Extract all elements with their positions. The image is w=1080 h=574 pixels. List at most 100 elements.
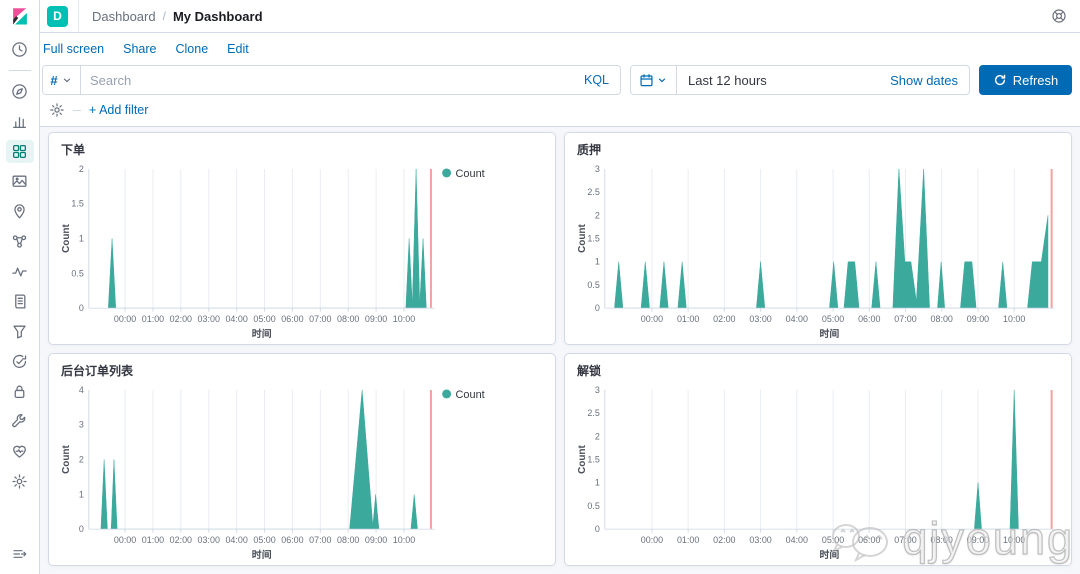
svg-text:0: 0 xyxy=(79,524,84,534)
svg-text:00:00: 00:00 xyxy=(114,535,136,545)
add-filter-button[interactable]: + Add filter xyxy=(89,103,149,117)
dashboard-grid: 下单 0 0.5 1 1.5 2 00:00 01:00 02:00 03:00 04:00 05:… xyxy=(40,125,1080,574)
apm-icon xyxy=(13,325,26,339)
sidebar-item-canvas[interactable] xyxy=(6,170,34,193)
machine-learning-icon xyxy=(12,235,27,248)
full-screen-link[interactable]: Full screen xyxy=(43,42,105,56)
panel-title: 解锁 xyxy=(577,364,602,378)
svg-text:06:00: 06:00 xyxy=(858,314,880,324)
svg-text:09:00: 09:00 xyxy=(967,314,989,324)
svg-text:02:00: 02:00 xyxy=(170,535,192,545)
refresh-icon xyxy=(994,74,1005,86)
top-header-bar: D Dashboard / My Dashboard xyxy=(40,0,1080,33)
svg-text:08:00: 08:00 xyxy=(337,314,359,324)
svg-text:06:00: 06:00 xyxy=(281,314,303,324)
svg-text:00:00: 00:00 xyxy=(114,314,136,324)
discover-icon xyxy=(12,84,27,99)
svg-text:2: 2 xyxy=(79,164,84,174)
edit-link[interactable]: Edit xyxy=(227,42,249,56)
sidebar-item-recently-viewed[interactable] xyxy=(6,38,34,61)
sidebar-item-metrics[interactable] xyxy=(6,260,34,283)
svg-text:时间: 时间 xyxy=(252,327,272,340)
sidebar-item-dashboard[interactable] xyxy=(5,140,34,163)
svg-text:1: 1 xyxy=(79,489,84,499)
sidebar-item-discover[interactable] xyxy=(6,80,34,103)
sidebar-item-siem[interactable] xyxy=(6,380,34,403)
svg-text:01:00: 01:00 xyxy=(677,314,699,324)
collapse-menu-icon[interactable] xyxy=(6,542,34,565)
panel-place-order: 下单 0 0.5 1 1.5 2 00:00 01:00 02:00 03:00 04:00 05:… xyxy=(48,132,556,345)
svg-text:0.5: 0.5 xyxy=(587,501,599,511)
svg-text:Count: Count xyxy=(577,224,588,253)
search-input[interactable] xyxy=(81,72,573,88)
svg-text:01:00: 01:00 xyxy=(677,535,699,545)
deployment-icon[interactable] xyxy=(1051,8,1067,24)
management-icon xyxy=(12,474,27,489)
svg-text:08:00: 08:00 xyxy=(931,535,953,545)
svg-text:07:00: 07:00 xyxy=(894,535,916,545)
svg-text:00:00: 00:00 xyxy=(641,535,663,545)
svg-text:09:00: 09:00 xyxy=(365,314,387,324)
calendar-icon[interactable] xyxy=(631,66,677,94)
sidebar-item-apm[interactable] xyxy=(6,320,34,343)
svg-text:1: 1 xyxy=(595,478,600,488)
sidebar-item-logs[interactable] xyxy=(6,290,34,313)
svg-text:0.5: 0.5 xyxy=(587,280,599,290)
svg-text:07:00: 07:00 xyxy=(309,314,331,324)
svg-text:1: 1 xyxy=(595,257,600,267)
svg-text:09:00: 09:00 xyxy=(365,535,387,545)
breadcrumb-separator: / xyxy=(162,9,166,23)
panel-backend-order-list: 后台订单列表 0 1 2 3 4 00:00 01:00 02:00 03:00 04:00 05:… xyxy=(48,353,556,566)
svg-text:1.5: 1.5 xyxy=(71,199,83,209)
svg-text:2: 2 xyxy=(79,455,84,465)
svg-text:时间: 时间 xyxy=(819,548,839,561)
svg-text:0: 0 xyxy=(595,524,600,534)
time-range-button[interactable]: Last 12 hours xyxy=(677,73,879,88)
time-picker: Last 12 hours Show dates xyxy=(630,65,970,95)
svg-text:02:00: 02:00 xyxy=(713,314,735,324)
sidebar-item-management[interactable] xyxy=(6,470,34,493)
show-dates-button[interactable]: Show dates xyxy=(879,73,969,88)
svg-text:Count: Count xyxy=(456,389,485,401)
sidebar-item-dev-tools[interactable] xyxy=(6,410,34,433)
svg-text:Count: Count xyxy=(577,445,588,474)
svg-text:0: 0 xyxy=(595,303,600,313)
sidebar-divider xyxy=(8,70,31,71)
filter-options-gear-icon[interactable] xyxy=(49,102,65,118)
sidebar-item-uptime[interactable] xyxy=(6,350,34,373)
svg-text:0.5: 0.5 xyxy=(71,268,83,278)
svg-text:1.5: 1.5 xyxy=(587,234,599,244)
clone-link[interactable]: Clone xyxy=(175,42,209,56)
sidebar-item-machine-learning[interactable] xyxy=(6,230,34,253)
share-link[interactable]: Share xyxy=(123,42,157,56)
sidebar-item-maps[interactable] xyxy=(6,200,34,223)
svg-text:02:00: 02:00 xyxy=(170,314,192,324)
svg-text:05:00: 05:00 xyxy=(253,314,275,324)
svg-text:1.5: 1.5 xyxy=(587,455,599,465)
svg-text:07:00: 07:00 xyxy=(894,314,916,324)
svg-text:05:00: 05:00 xyxy=(253,535,275,545)
sidebar-item-stack-monitoring[interactable] xyxy=(6,440,34,463)
panel-title: 下单 xyxy=(61,143,86,157)
area-chart: 0 1 2 3 4 00:00 01:00 02:00 03:00 04:00 05:00 06:00… xyxy=(61,385,485,561)
area-chart: 0 0.5 1 1.5 2 2.5 3 00:00 01:00 02:00 03:00 04:00 05… xyxy=(577,385,1055,561)
sidebar-item-visualize[interactable] xyxy=(6,110,34,133)
svg-text:10:00: 10:00 xyxy=(393,535,415,545)
svg-text:Count: Count xyxy=(61,224,72,253)
maps-icon xyxy=(14,204,25,219)
breadcrumb-dashboard[interactable]: Dashboard xyxy=(92,8,156,24)
filter-row: + Add filter xyxy=(42,95,1072,126)
filter-set-button[interactable]: # xyxy=(43,66,81,94)
app-sidebar xyxy=(0,0,40,574)
svg-text:02:00: 02:00 xyxy=(713,535,735,545)
kibana-logo[interactable] xyxy=(0,0,39,33)
kql-language-button[interactable]: KQL xyxy=(573,73,620,87)
svg-text:03:00: 03:00 xyxy=(749,314,771,324)
svg-text:03:00: 03:00 xyxy=(198,314,220,324)
logs-icon xyxy=(15,294,26,309)
svg-text:3: 3 xyxy=(79,420,84,430)
refresh-button[interactable]: Refresh xyxy=(979,65,1072,95)
space-avatar[interactable]: D xyxy=(47,5,68,27)
svg-text:4: 4 xyxy=(79,385,84,395)
svg-text:Count: Count xyxy=(61,445,72,474)
